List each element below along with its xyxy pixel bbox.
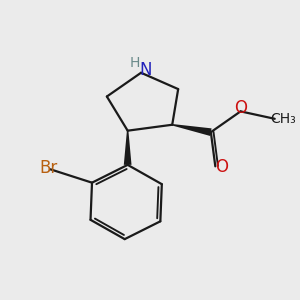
Text: CH₃: CH₃ <box>270 112 296 126</box>
Text: N: N <box>139 61 152 80</box>
Text: O: O <box>234 99 247 117</box>
Text: O: O <box>215 158 228 176</box>
Text: H: H <box>129 56 140 70</box>
Polygon shape <box>124 131 131 165</box>
Polygon shape <box>172 124 212 136</box>
Text: Br: Br <box>39 159 57 177</box>
